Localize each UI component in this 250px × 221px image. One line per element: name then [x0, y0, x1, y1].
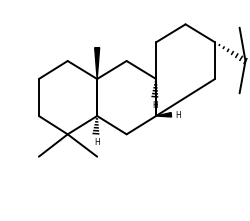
Text: H: H: [175, 111, 181, 120]
Polygon shape: [95, 48, 100, 79]
Text: H: H: [94, 138, 100, 147]
Polygon shape: [156, 112, 172, 117]
Text: H: H: [153, 101, 158, 110]
